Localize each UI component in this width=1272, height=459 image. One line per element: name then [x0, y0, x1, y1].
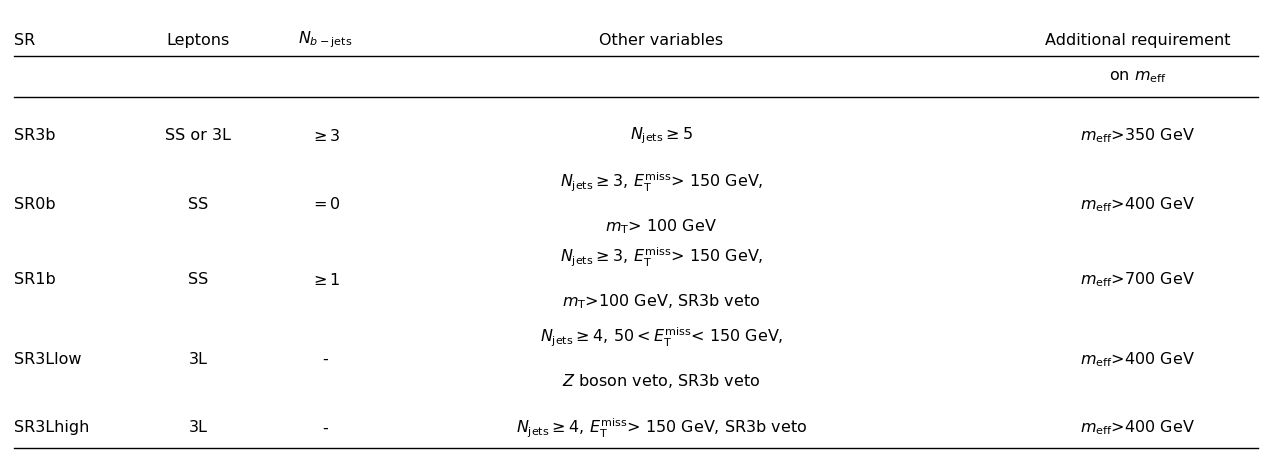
- Text: SR3b: SR3b: [14, 129, 56, 144]
- Text: Other variables: Other variables: [599, 33, 724, 48]
- Text: $\geq$1: $\geq$1: [310, 272, 340, 288]
- Text: $m_{\mathrm{T}}$>100 GeV, SR3b veto: $m_{\mathrm{T}}$>100 GeV, SR3b veto: [562, 292, 761, 311]
- Text: $Z$ boson veto, SR3b veto: $Z$ boson veto, SR3b veto: [562, 372, 761, 391]
- Text: SS or 3L: SS or 3L: [165, 129, 232, 144]
- Text: -: -: [322, 352, 328, 367]
- Text: $= 0$: $= 0$: [309, 196, 341, 213]
- Text: SR: SR: [14, 33, 36, 48]
- Text: $N_{\mathrm{jets}} \geq 5$: $N_{\mathrm{jets}} \geq 5$: [630, 126, 693, 146]
- Text: Additional requirement: Additional requirement: [1044, 33, 1230, 48]
- Text: $N_{\mathrm{jets}} \geq 4,\, 50 < E_{\mathrm{T}}^{\mathrm{miss}}$< 150 GeV,: $N_{\mathrm{jets}} \geq 4,\, 50 < E_{\ma…: [539, 326, 784, 349]
- Text: SS: SS: [188, 272, 209, 287]
- Text: $m_{\mathrm{eff}}$>400 GeV: $m_{\mathrm{eff}}$>400 GeV: [1080, 350, 1194, 369]
- Text: $m_{\mathrm{eff}}$>400 GeV: $m_{\mathrm{eff}}$>400 GeV: [1080, 195, 1194, 214]
- Text: Leptons: Leptons: [167, 33, 230, 48]
- Text: $m_{\mathrm{T}}$> 100 GeV: $m_{\mathrm{T}}$> 100 GeV: [605, 217, 717, 235]
- Text: -: -: [322, 420, 328, 436]
- Text: SR3Lhigh: SR3Lhigh: [14, 420, 89, 436]
- Text: $N_{\mathrm{jets}} \geq 4,\, E_{\mathrm{T}}^{\mathrm{miss}}$> 150 GeV, SR3b veto: $N_{\mathrm{jets}} \geq 4,\, E_{\mathrm{…: [515, 416, 806, 440]
- Text: SR3Llow: SR3Llow: [14, 352, 81, 367]
- Text: on $m_{\mathrm{eff}}$: on $m_{\mathrm{eff}}$: [1108, 69, 1166, 84]
- Text: 3L: 3L: [188, 420, 207, 436]
- Text: $m_{\mathrm{eff}}$>350 GeV: $m_{\mathrm{eff}}$>350 GeV: [1080, 127, 1194, 146]
- Text: SR0b: SR0b: [14, 197, 56, 212]
- Text: SR1b: SR1b: [14, 272, 56, 287]
- Text: $N_{\mathrm{jets}} \geq 3,\, E_{\mathrm{T}}^{\mathrm{miss}}$> 150 GeV,: $N_{\mathrm{jets}} \geq 3,\, E_{\mathrm{…: [560, 171, 763, 194]
- Text: $m_{\mathrm{eff}}$>700 GeV: $m_{\mathrm{eff}}$>700 GeV: [1080, 270, 1194, 289]
- Text: 3L: 3L: [188, 352, 207, 367]
- Text: SS: SS: [188, 197, 209, 212]
- Text: $m_{\mathrm{eff}}$>400 GeV: $m_{\mathrm{eff}}$>400 GeV: [1080, 419, 1194, 437]
- Text: $\geq$3: $\geq$3: [310, 128, 340, 144]
- Text: $N_{\mathrm{jets}} \geq 3,\, E_{\mathrm{T}}^{\mathrm{miss}}$> 150 GeV,: $N_{\mathrm{jets}} \geq 3,\, E_{\mathrm{…: [560, 246, 763, 269]
- Text: $N_{b-\mathrm{jets}}$: $N_{b-\mathrm{jets}}$: [298, 30, 352, 50]
